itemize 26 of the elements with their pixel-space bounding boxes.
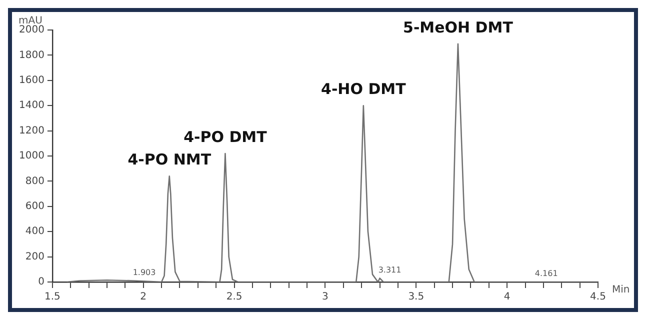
annotation: 5-MeOH DMT (403, 18, 514, 36)
y-tick-label: 1400 (18, 100, 44, 112)
y-tick-label: 600 (25, 200, 44, 212)
x-tick-label: 4 (504, 292, 510, 303)
y-tick-label: 200 (25, 251, 44, 262)
annotation: 4.161 (534, 269, 558, 278)
y-tick-label: 1000 (18, 150, 44, 162)
x-tick-label: 2.5 (226, 292, 242, 303)
x-tick-label: 3 (322, 292, 328, 303)
y-tick-label: 800 (25, 176, 44, 187)
y-tick-label: 1800 (18, 50, 44, 61)
y-tick-label: 400 (25, 226, 44, 238)
annotation: 3.311 (378, 265, 402, 274)
y-tick-label: 1600 (18, 74, 44, 86)
y-tick-label: 2000 (18, 24, 44, 36)
x-tick-label: 3.5 (408, 292, 424, 303)
y-tick-label: 1200 (18, 125, 44, 136)
y-tick-label: 0 (38, 276, 44, 288)
annotation: 4-HO DMT (321, 80, 407, 98)
annotation: 4-PO DMT (184, 128, 268, 146)
x-axis-title: Min (612, 284, 630, 296)
x-tick-label: 1.5 (44, 292, 60, 303)
annotation: 4-PO NMT (128, 150, 212, 169)
annotation: 1.903 (132, 268, 156, 277)
x-tick-label: 4.5 (590, 292, 606, 303)
x-tick-label: 2 (140, 292, 147, 303)
